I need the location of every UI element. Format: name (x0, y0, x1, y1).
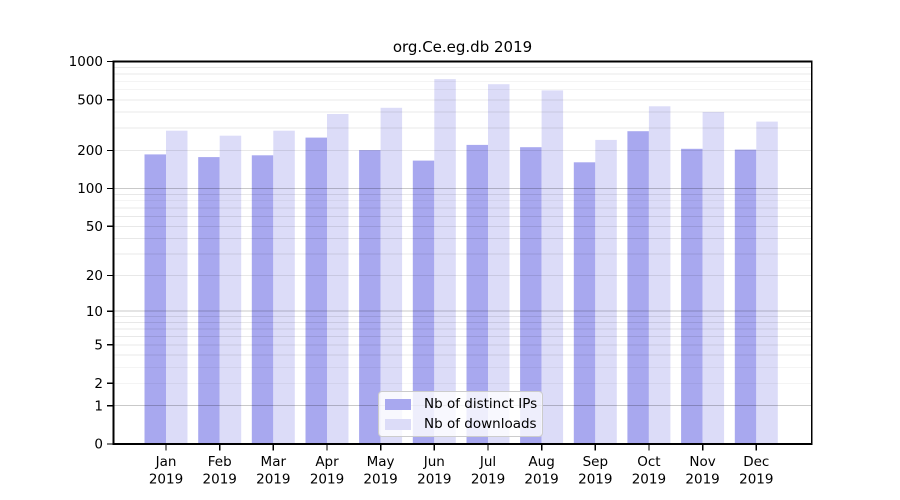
x-axis: Jan 2019 Feb 2019 Mar 2019 Apr 2019 May 2019 Jun 20… (149, 444, 773, 488)
bar-nb-of-downloads-jan (166, 130, 188, 444)
x-tick-label-year: 2019 (471, 472, 505, 488)
x-tick-label-year: 2019 (739, 472, 773, 488)
x-tick-label-year: 2019 (203, 472, 237, 488)
bar-nb-of-distinct-ips-aug (520, 147, 542, 444)
y-tick-label: 5 (94, 338, 103, 354)
bar-nb-of-downloads-jul (488, 84, 510, 444)
x-tick-label-year: 2019 (363, 472, 397, 488)
bar-nb-of-downloads-dec (756, 121, 778, 444)
y-axis: 0 1 2 5 10 20 50 100 200 500 1000 (69, 54, 114, 453)
x-tick-label-year: 2019 (256, 472, 290, 488)
x-tick-label-month: Dec (743, 454, 769, 470)
x-tick-label-month: Jun (423, 454, 445, 470)
bar-nb-of-downloads-may (380, 107, 403, 445)
bar-nb-of-downloads-sep (595, 139, 617, 444)
bar-nb-of-downloads-feb (219, 135, 242, 444)
bar-nb-of-distinct-ips-nov (681, 148, 703, 445)
bar-nb-of-distinct-ips-feb (198, 157, 220, 444)
plot-border (112, 60, 813, 445)
bar-nb-of-distinct-ips-jan (144, 154, 166, 444)
legend: Nb of distinct IPs Nb of downloads (378, 391, 543, 437)
x-tick-label-month: Oct (637, 454, 660, 470)
bar-nb-of-downloads-apr (327, 114, 349, 444)
bars-layer (144, 79, 778, 445)
x-tick-label-month: Apr (315, 454, 339, 470)
bar-nb-of-distinct-ips-apr (305, 137, 327, 444)
bar-nb-of-downloads-jun (434, 79, 456, 444)
x-tick-label-month: Sep (583, 454, 608, 470)
bar-nb-of-downloads-nov (702, 112, 725, 444)
x-tick-label-year: 2019 (149, 472, 183, 488)
bar-nb-of-distinct-ips-jun (412, 160, 435, 444)
x-tick-label-year: 2019 (632, 472, 666, 488)
bar-nb-of-distinct-ips-may (359, 150, 381, 444)
legend-item-downloads: Nb of downloads (385, 416, 537, 433)
chart-title: org.Ce.eg.db 2019 (392, 38, 533, 56)
y-tick-label: 0 (94, 437, 103, 453)
y-tick-label: 20 (86, 268, 103, 284)
y-tick-label: 50 (86, 219, 103, 235)
x-tick-label-month: Mar (261, 454, 287, 470)
y-tick-label: 1 (94, 398, 103, 414)
legend-label-distinct-ips: Nb of distinct IPs (424, 396, 538, 412)
y-tick-label: 500 (77, 93, 103, 109)
x-tick-label-month: Aug (528, 454, 554, 470)
x-tick-label-month: Jan (155, 454, 177, 470)
legend-item-distinct-ips: Nb of distinct IPs (385, 396, 538, 413)
y-tick-label: 200 (77, 143, 103, 159)
y-tick-label: 100 (77, 181, 103, 197)
y-tick-label: 10 (86, 304, 103, 320)
x-tick-label-year: 2019 (524, 472, 558, 488)
legend-swatch-distinct-ips (385, 398, 411, 410)
legend-label-downloads: Nb of downloads (424, 416, 537, 432)
x-tick-label-year: 2019 (310, 472, 344, 488)
y-tick-label: 1000 (69, 54, 103, 70)
legend-swatch-downloads (385, 418, 411, 430)
x-tick-label-year: 2019 (685, 472, 719, 488)
y-tick-label: 2 (94, 376, 103, 392)
x-tick-label-year: 2019 (417, 472, 451, 488)
bar-nb-of-downloads-aug (541, 90, 564, 445)
bar-nb-of-distinct-ips-sep (573, 162, 596, 445)
x-tick-label-year: 2019 (578, 472, 612, 488)
bar-nb-of-distinct-ips-jul (466, 144, 488, 444)
x-tick-label-month: Nov (689, 454, 715, 470)
bar-nb-of-downloads-oct (648, 106, 671, 445)
bar-nb-of-distinct-ips-mar (251, 155, 274, 445)
bar-nb-of-distinct-ips-dec (734, 149, 757, 444)
x-tick-label-month: Jul (479, 454, 496, 470)
x-tick-label-month: May (367, 454, 395, 470)
bar-nb-of-distinct-ips-oct (627, 131, 649, 444)
minor-gridlines (113, 66, 812, 384)
bar-nb-of-downloads-mar (273, 130, 295, 444)
x-tick-label-month: Feb (208, 454, 232, 470)
